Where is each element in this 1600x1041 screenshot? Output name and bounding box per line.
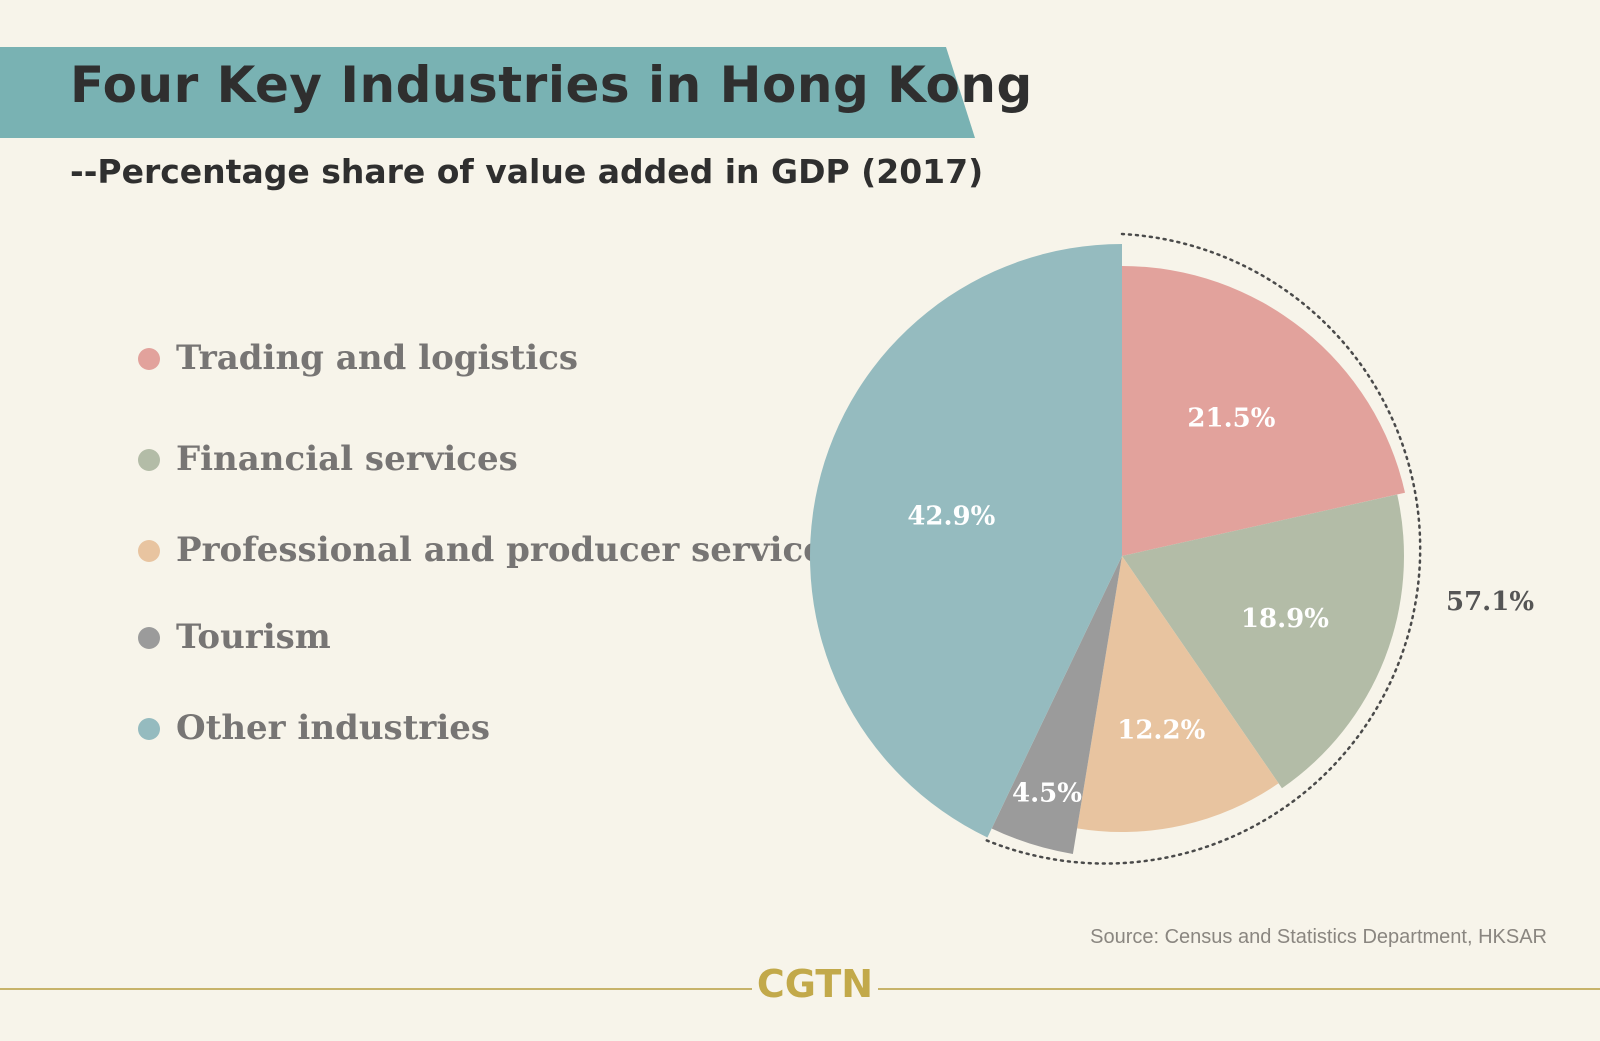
slice-label-tourism: 4.5% — [1012, 778, 1082, 808]
bracket-arc — [984, 232, 1422, 865]
footer-line-left — [0, 988, 752, 990]
brand-logo: CGTN — [756, 962, 874, 1006]
chart-title: Four Key Industries in Hong Kong — [70, 56, 1033, 114]
slice-label-professional: 12.2% — [1117, 716, 1205, 746]
legend-label-professional: Professional and producer services — [176, 530, 844, 570]
legend-dot-financial — [138, 449, 160, 471]
pie-slice-financial — [1122, 494, 1404, 789]
slice-label-trading: 21.5% — [1187, 403, 1275, 433]
pie-slice-trading — [1122, 266, 1406, 556]
pie-slice-tourism — [991, 556, 1122, 854]
chart-subtitle: --Percentage share of value added in GDP… — [70, 152, 984, 191]
bracket-label: 57.1% — [1446, 587, 1534, 617]
legend-dot-professional — [138, 540, 160, 562]
title-band-shape — [0, 47, 975, 138]
source-note: Source: Census and Statistics Department… — [1090, 926, 1547, 948]
legend-dot-other — [138, 718, 160, 740]
legend-label-other: Other industries — [176, 708, 491, 748]
pie-slices — [809, 244, 1406, 854]
legend-label-financial: Financial services — [176, 439, 518, 479]
legend-label-trading: Trading and logistics — [176, 338, 579, 378]
legend-dot-tourism — [138, 627, 160, 649]
pie-slice-professional — [1077, 556, 1279, 832]
footer-line-right — [878, 988, 1600, 990]
pie-slice-labels: 21.5% 18.9% 12.2% 4.5% 42.9% — [907, 403, 1329, 808]
slice-label-other: 42.9% — [907, 501, 995, 531]
legend-dot-trading — [138, 348, 160, 370]
legend-label-tourism: Tourism — [176, 617, 331, 657]
title-band — [0, 47, 995, 141]
pie-slice-other — [809, 244, 1122, 838]
slice-label-financial: 18.9% — [1241, 604, 1329, 634]
